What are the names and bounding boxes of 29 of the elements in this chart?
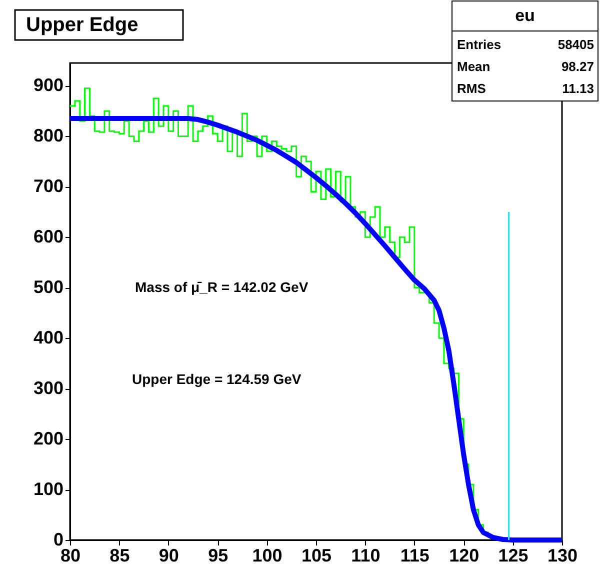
x-tick-label: 105 (301, 546, 332, 565)
text: Entries (457, 37, 502, 52)
x-tick-label: 110 (351, 546, 380, 565)
x-tick-label: 115 (400, 546, 430, 565)
y-tick-label: 900 (33, 75, 64, 96)
annotation: Mass of μ̄_R = 142.02 GeV (135, 279, 309, 295)
y-tick-label: 500 (33, 277, 64, 298)
y-tick-label: 400 (33, 328, 64, 348)
y-tick-label: 300 (33, 378, 64, 398)
x-tick-label: 90 (158, 546, 179, 565)
text: eu (515, 6, 535, 25)
x-tick-label: 130 (547, 546, 578, 565)
y-tick-label: 200 (33, 428, 64, 449)
annotation: 11.13 (562, 81, 594, 96)
y-tick-label: 800 (33, 126, 64, 146)
annotation: 98.27 (561, 59, 594, 74)
y-tick-label: 100 (33, 479, 64, 500)
x-tick-label: 100 (252, 546, 282, 565)
x-tick-label: 125 (498, 546, 528, 565)
x-tick-label: 120 (449, 546, 480, 565)
y-tick-label: 700 (33, 176, 64, 196)
annotation: Mean (457, 59, 490, 74)
annotation: Upper Edge = 124.59 GeV (132, 371, 302, 387)
x-tick-label: 85 (110, 546, 130, 565)
x-tick-label: 95 (208, 546, 228, 565)
text: 58405 (558, 37, 594, 52)
annotation: RMS (457, 81, 486, 96)
y-tick-label: 600 (33, 226, 64, 247)
chart-title: Upper Edge (26, 14, 138, 36)
